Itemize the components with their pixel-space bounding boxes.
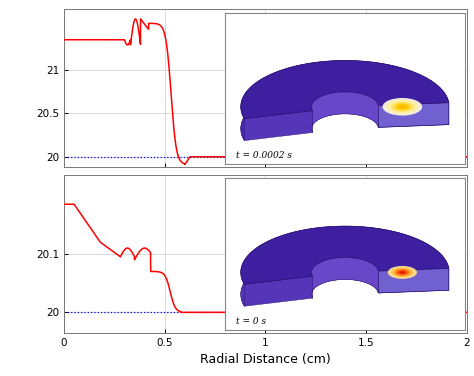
X-axis label: Radial Distance (cm): Radial Distance (cm) xyxy=(200,353,331,366)
